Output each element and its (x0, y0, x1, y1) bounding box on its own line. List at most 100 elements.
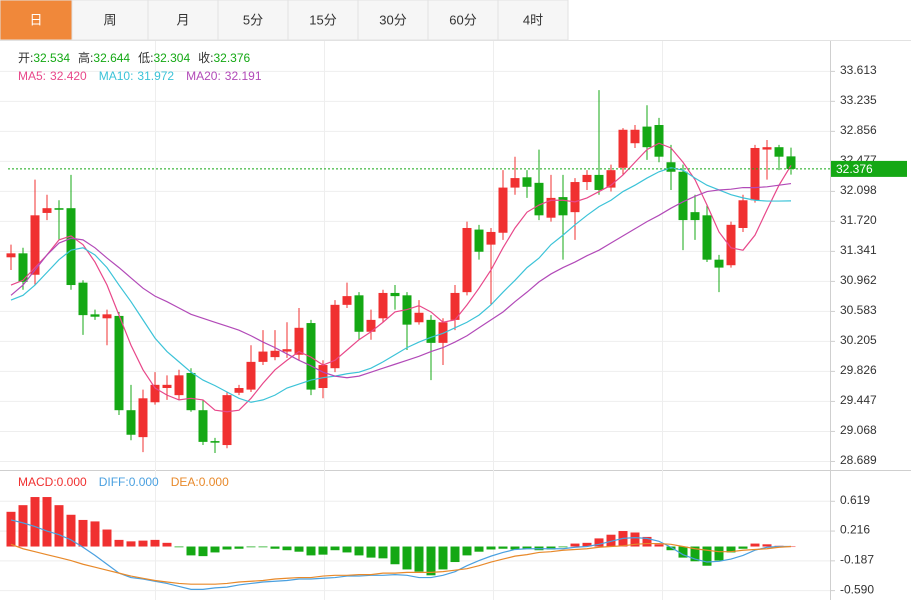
readout-value: 32.534 (33, 51, 70, 65)
tab[interactable]: 15分 (287, 0, 359, 41)
macd-bar (222, 546, 232, 550)
tab[interactable]: 5分 (217, 0, 289, 41)
indicator-line (10, 142, 792, 413)
y-tick-label: 0.216 (840, 523, 870, 537)
y-tick-label: -0.187 (840, 553, 874, 567)
candle-body (738, 200, 748, 228)
macd-bar (6, 511, 16, 547)
candle-body (342, 296, 352, 305)
macd-bar (594, 538, 604, 547)
candle-body (378, 292, 388, 319)
indicator-line (10, 182, 792, 379)
candle-body (318, 365, 328, 389)
candle-body (726, 224, 736, 266)
candle-body (126, 410, 136, 435)
indicator-line (10, 167, 792, 403)
candle-body (522, 177, 532, 187)
candle-body (702, 215, 712, 260)
readout-label: 开: (18, 51, 33, 65)
macd-bar (606, 534, 616, 547)
readout-label: DEA: (171, 475, 199, 489)
candle-body (534, 182, 544, 216)
candle-body (222, 395, 232, 446)
macd-bar (66, 514, 76, 547)
candle-body (246, 361, 256, 390)
macd-bar (666, 546, 676, 551)
tab-label: 4时 (523, 12, 543, 27)
macd-bar (654, 544, 664, 547)
candle-body (786, 156, 796, 169)
macd-bar (162, 542, 172, 547)
macd-bar (570, 543, 580, 547)
candle-body (114, 315, 124, 411)
macd-bar (270, 546, 280, 549)
readout-label: 低: (138, 51, 153, 65)
tab-label: 5分 (243, 12, 263, 27)
tab-label: 月 (176, 12, 189, 27)
candle-body (594, 174, 604, 190)
macd-bar (54, 505, 64, 547)
macd-bar (246, 546, 256, 548)
tab[interactable]: 日 (0, 0, 73, 41)
macd-bar (378, 546, 388, 559)
tab[interactable]: 4时 (497, 0, 569, 41)
candle-body (90, 314, 100, 317)
macd-bar (150, 539, 160, 547)
legend-value: 32.420 (50, 69, 87, 83)
candle-body (66, 208, 76, 286)
tab[interactable]: 月 (147, 0, 219, 41)
tab-group: 日 周 月 5分 15分 30分 60分 4时 (0, 0, 569, 41)
tab[interactable]: 60分 (427, 0, 499, 41)
indicator-line (10, 519, 791, 590)
tab-background (427, 0, 499, 41)
readout-value: 32.376 (213, 51, 250, 65)
ma-readout: MA5: 32.420 MA10: 31.972 MA20: 32.191 (18, 69, 262, 83)
macd-bar (186, 546, 196, 556)
candle-body (474, 229, 484, 252)
candle-body (582, 174, 592, 183)
macd-bar (342, 546, 352, 553)
readout-value: 32.644 (93, 51, 130, 65)
candle-body (618, 129, 628, 168)
macd-bar (294, 546, 304, 552)
candle-body (666, 162, 676, 172)
macd-bar (690, 546, 700, 562)
macd-bar (306, 546, 316, 556)
macd-bar (486, 546, 496, 550)
y-tick-label: 31.720 (840, 213, 877, 227)
tab[interactable]: 30分 (357, 0, 429, 41)
readout-label: DIFF: (99, 475, 129, 489)
macd-bar (138, 540, 148, 547)
macd-bar (474, 546, 484, 552)
macd-bar (762, 544, 772, 547)
macd-bar (234, 546, 244, 549)
macd-bar (114, 539, 124, 547)
candle-body (270, 350, 280, 358)
candle-body (630, 129, 640, 144)
y-tick-label: 29.826 (840, 363, 877, 377)
y-tick-label: 30.962 (840, 273, 877, 287)
candle-body (774, 147, 784, 157)
candle-body (570, 182, 580, 213)
candle-body (42, 208, 52, 213)
candle-body (258, 351, 268, 362)
tab[interactable]: 周 (71, 0, 149, 41)
candle-body (18, 253, 28, 282)
y-tick-label: 32.098 (840, 183, 877, 197)
macd-bar (354, 546, 364, 556)
candle-body (54, 208, 64, 210)
tab-label: 30分 (379, 12, 406, 27)
macd-readout: MACD:0.000 DIFF:0.000 DEA:0.000 (18, 475, 229, 489)
candle-body (390, 292, 400, 297)
macd-bar (210, 546, 220, 553)
legend-value: 32.191 (225, 69, 262, 83)
macd-bar (258, 546, 268, 548)
candle-body (30, 215, 40, 275)
candle-body (210, 441, 220, 443)
macd-bar (510, 546, 520, 550)
legend-value: 31.972 (137, 69, 174, 83)
macd-bar (78, 519, 88, 547)
candle-body (546, 197, 556, 218)
candle-body (354, 295, 364, 332)
